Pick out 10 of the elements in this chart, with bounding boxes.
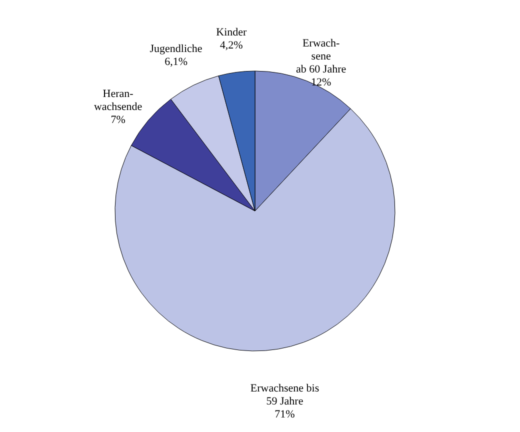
slice-label: Kinder xyxy=(216,26,247,39)
slice-label: Erwach- sene ab 60 Jahre xyxy=(296,38,346,76)
data-label: 4,2% xyxy=(220,40,243,52)
slice-label: Jugendliche xyxy=(150,43,202,56)
data-label: 7% xyxy=(110,114,126,126)
data-label: 6,1% xyxy=(164,56,188,68)
slice-label: Heran- wachsende xyxy=(94,88,142,114)
data-label: 71% xyxy=(274,408,295,421)
slice-label: Erwachsene bis 59 Jahre xyxy=(250,382,320,408)
data-label: 12% xyxy=(310,76,332,89)
